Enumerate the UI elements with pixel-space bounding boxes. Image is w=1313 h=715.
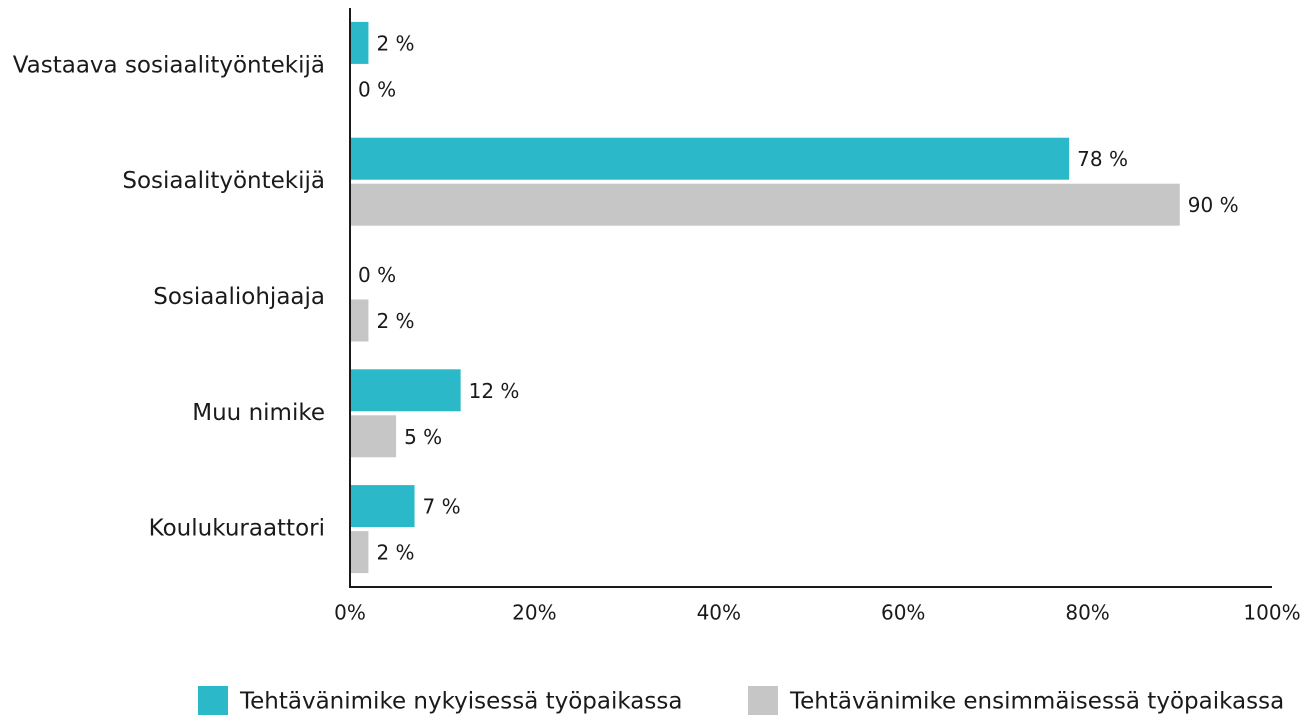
bar [350,299,369,342]
x-tick-label: 20% [512,601,556,625]
value-label: 5 % [404,425,442,449]
legend-swatch [198,686,228,715]
category-label: Sosiaaliohjaaja [153,284,325,310]
legend-label: Tehtävänimike ensimmäisessä työpaikassa [789,689,1284,715]
value-label: 7 % [423,495,461,519]
value-label: 90 % [1188,193,1239,217]
category-label: Sosiaalityöntekijä [122,168,325,194]
bar [350,21,369,64]
value-label: 78 % [1077,147,1128,171]
value-label: 2 % [376,541,414,565]
category-label: Koulukuraattori [149,516,325,542]
bar [350,183,1180,226]
value-label: 2 % [376,309,414,333]
x-tick-label: 100% [1243,601,1300,625]
bar [350,369,461,412]
category-label: Vastaava sosiaalityöntekijä [13,52,325,78]
x-tick-label: 60% [881,601,925,625]
x-tick-label: 0% [334,601,366,625]
bar [350,485,415,528]
legend-swatch [748,686,778,715]
value-label: 0 % [358,263,396,287]
x-tick-label: 80% [1065,601,1109,625]
value-label: 2 % [376,31,414,55]
bar [350,137,1070,180]
bar [350,415,397,458]
value-label: 12 % [469,379,520,403]
legend-label: Tehtävänimike nykyisessä työpaikassa [239,689,682,715]
x-tick-label: 40% [697,601,741,625]
category-label: Muu nimike [192,400,325,426]
bar [350,531,369,574]
value-label: 0 % [358,77,396,101]
